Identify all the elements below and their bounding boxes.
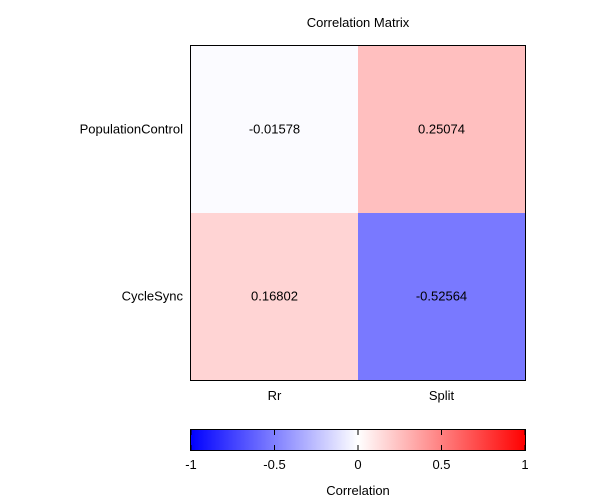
colorbar-tick-label: -1	[185, 457, 197, 472]
column-label: Split	[429, 388, 455, 403]
colorbar-label: Correlation	[326, 483, 390, 498]
heatmap-cells	[191, 46, 525, 380]
row-labels: PopulationControl CycleSync	[80, 122, 184, 304]
cell-value-label: -0.52564	[416, 289, 467, 304]
heatmap-cell	[358, 46, 525, 213]
colorbar-tick-label: 1	[521, 457, 528, 472]
row-label: CycleSync	[122, 289, 184, 304]
column-label: Rr	[268, 388, 282, 403]
colorbar-tick-label: -0.5	[263, 457, 285, 472]
heatmap-cell	[191, 46, 358, 213]
heatmap-cell	[358, 213, 525, 380]
heatmap-frame	[190, 45, 526, 381]
heatmap-cell-labels: -0.01578 0.25074 0.16802 -0.52564	[249, 122, 467, 304]
column-labels: Rr Split	[268, 388, 455, 403]
colorbar-tick-label: 0.5	[432, 457, 450, 472]
cell-value-label: -0.01578	[249, 122, 300, 137]
colorbar-ticks: -1 -0.5 0 0.5 1	[185, 430, 529, 472]
chart-title: Correlation Matrix	[307, 15, 410, 30]
row-label: PopulationControl	[80, 122, 183, 137]
heatmap-cell	[191, 213, 358, 380]
colorbar-tick-label: 0	[354, 457, 361, 472]
cell-value-label: 0.25074	[418, 122, 465, 137]
cell-value-label: 0.16802	[251, 289, 298, 304]
